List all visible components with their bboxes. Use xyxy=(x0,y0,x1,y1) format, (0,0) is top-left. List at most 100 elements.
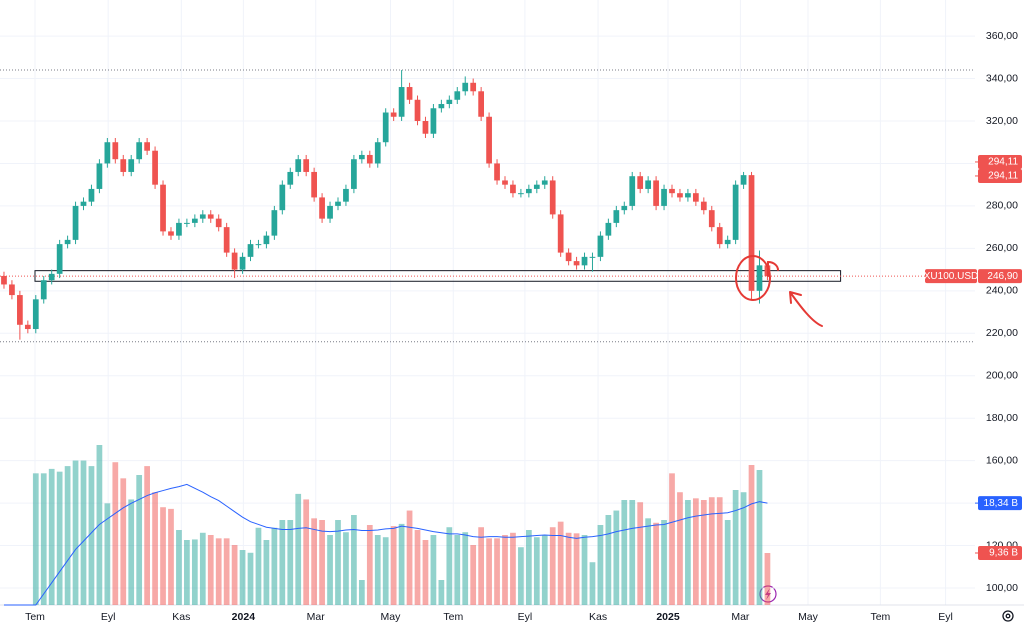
last-price-name-bg xyxy=(925,269,977,284)
volume-bar xyxy=(541,535,548,605)
candle-body xyxy=(724,239,731,245)
candle-body xyxy=(700,201,707,211)
volume-bar xyxy=(191,539,198,605)
candle-body xyxy=(557,214,564,253)
volume-bar xyxy=(184,540,190,605)
x-tick-label: Tem xyxy=(870,611,890,623)
y-tick-label: 320,00 xyxy=(986,115,1018,127)
volume-bar xyxy=(494,538,500,605)
volume-bar xyxy=(327,535,333,605)
volume-bar xyxy=(724,520,731,605)
y-tick-label: 280,00 xyxy=(986,200,1018,212)
x-tick-label: May xyxy=(381,611,402,623)
volume-bar xyxy=(406,510,413,605)
candle-body xyxy=(358,154,365,160)
volume-bar xyxy=(629,500,636,605)
candle-body xyxy=(9,284,15,296)
volume-bar xyxy=(303,499,310,605)
volume-bar xyxy=(358,580,365,605)
volume-bar xyxy=(335,520,341,605)
x-tick-label: Kas xyxy=(172,611,190,623)
x-tick-label: Mar xyxy=(731,611,750,623)
volume-bar xyxy=(685,500,691,605)
volume-bar xyxy=(382,537,389,605)
annotation-stroke xyxy=(789,291,823,327)
volume-bar xyxy=(64,466,71,605)
volume-bar xyxy=(510,532,516,605)
volume-bar xyxy=(446,527,453,605)
candle-body xyxy=(112,142,119,160)
volume-bar xyxy=(80,460,87,605)
candle-body xyxy=(382,112,389,143)
candle-body xyxy=(502,180,508,185)
candle-body xyxy=(390,112,397,117)
volume-bar xyxy=(136,475,143,605)
volume-bar xyxy=(319,520,325,605)
volume-bar xyxy=(255,527,262,605)
candle-body xyxy=(422,121,429,134)
volume-bar xyxy=(700,500,707,605)
candle-body xyxy=(414,99,421,121)
last-price-bg xyxy=(978,269,1022,284)
x-tick-label: 2025 xyxy=(656,611,680,623)
candle-body xyxy=(144,142,150,151)
volume-bar xyxy=(112,462,119,605)
candle-body xyxy=(88,188,95,202)
candle-body xyxy=(104,142,111,164)
candle-body xyxy=(597,235,604,257)
y-tick-label: 240,00 xyxy=(986,285,1018,297)
volume-bar xyxy=(414,530,421,605)
volume-bar xyxy=(104,503,111,605)
candle-body xyxy=(510,184,516,194)
candle-body xyxy=(605,222,612,236)
candle-body xyxy=(454,91,461,100)
x-tick-label: May xyxy=(798,611,819,623)
volume-bar xyxy=(48,468,55,605)
volume-bar xyxy=(764,553,771,605)
y-tick-label: 360,00 xyxy=(986,30,1018,42)
candle-body xyxy=(279,184,286,211)
candle-body xyxy=(621,205,628,211)
volume-bar xyxy=(32,473,39,605)
volume-bar xyxy=(72,460,79,605)
price-badge-bg xyxy=(978,168,1022,183)
candle-body xyxy=(160,184,166,232)
volume-bar xyxy=(549,527,556,605)
settings-icon[interactable] xyxy=(1002,610,1014,622)
candle-body xyxy=(613,210,620,223)
candle-body xyxy=(716,227,723,245)
volume-bar xyxy=(565,532,572,605)
volume-bar xyxy=(215,538,222,605)
x-tick-label: 2024 xyxy=(232,611,256,623)
y-tick-label: 260,00 xyxy=(986,242,1018,254)
volume-bar xyxy=(311,518,317,605)
candle-body xyxy=(271,210,278,236)
volume-bar xyxy=(573,533,580,605)
volume-bar xyxy=(613,510,620,605)
candle-body xyxy=(40,280,47,300)
candle-body xyxy=(661,188,667,206)
last-price-name: XU100.USD xyxy=(924,271,978,282)
candle-body xyxy=(1,275,7,285)
volume-bar xyxy=(247,552,254,605)
volume-bar xyxy=(438,580,445,605)
volume-bar xyxy=(351,515,357,605)
candle-body xyxy=(199,214,206,219)
candle-body xyxy=(335,201,341,206)
candle-body xyxy=(152,150,158,185)
candle-body xyxy=(366,154,373,164)
volume-bar xyxy=(88,466,95,605)
candle-body xyxy=(303,159,310,172)
y-tick-label: 160,00 xyxy=(986,454,1018,466)
candle-body xyxy=(446,99,453,105)
candle-body xyxy=(685,193,691,198)
volume-ma-line xyxy=(3,483,768,606)
candle-body xyxy=(525,188,532,194)
candle-body xyxy=(255,244,262,246)
volume-bar xyxy=(692,498,699,605)
candle-body xyxy=(438,104,445,109)
x-tick-label: Eyl xyxy=(101,611,116,623)
volume-bar xyxy=(279,520,286,605)
candle-body xyxy=(478,91,485,117)
candle-body xyxy=(740,175,747,185)
